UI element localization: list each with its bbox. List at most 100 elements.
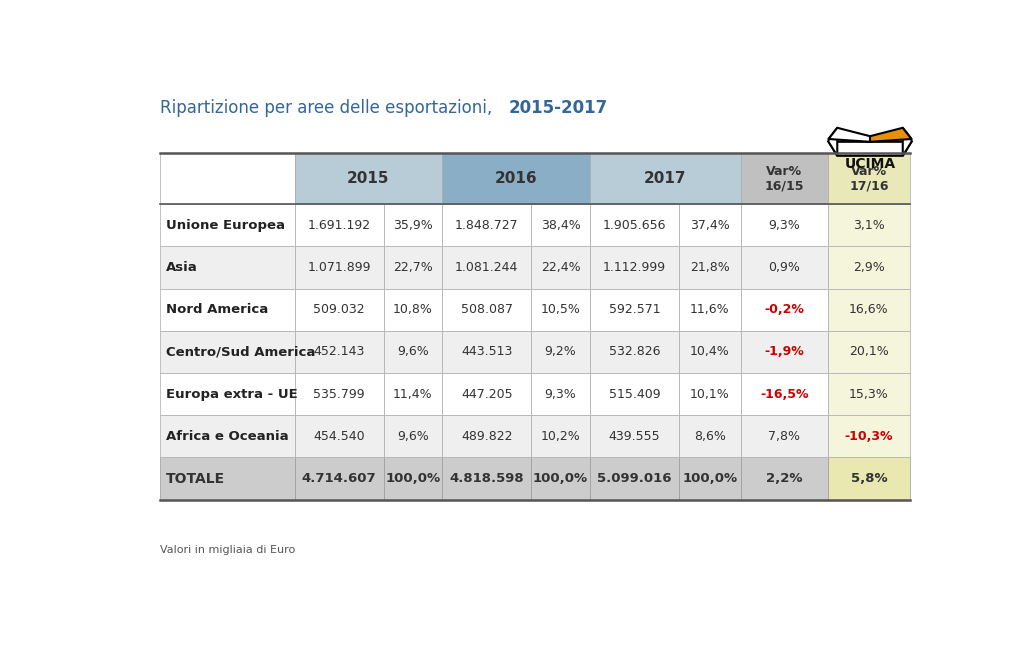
Bar: [740, 373, 828, 415]
Text: 7,8%: 7,8%: [768, 430, 801, 443]
Text: 2015: 2015: [347, 171, 390, 186]
Bar: [828, 204, 909, 247]
Bar: [295, 247, 384, 288]
Text: 447.205: 447.205: [461, 387, 513, 401]
Text: 2017: 2017: [644, 171, 686, 186]
Bar: [531, 204, 590, 247]
Text: 37,4%: 37,4%: [690, 219, 729, 231]
Text: 10,8%: 10,8%: [393, 303, 433, 316]
Bar: [531, 415, 590, 457]
Text: 439.555: 439.555: [608, 430, 660, 443]
Text: 2,9%: 2,9%: [853, 261, 885, 274]
Bar: [160, 247, 295, 288]
Text: 11,6%: 11,6%: [690, 303, 729, 316]
Bar: [740, 153, 828, 204]
Text: -16,5%: -16,5%: [760, 387, 809, 401]
Bar: [160, 330, 295, 373]
Text: 10,2%: 10,2%: [541, 430, 581, 443]
Bar: [442, 373, 531, 415]
Text: 515.409: 515.409: [608, 387, 660, 401]
Bar: [590, 373, 679, 415]
Bar: [384, 288, 442, 330]
Polygon shape: [870, 128, 911, 142]
Text: 35,9%: 35,9%: [393, 219, 433, 231]
Text: 100,0%: 100,0%: [532, 472, 588, 485]
Bar: [384, 330, 442, 373]
Bar: [590, 457, 679, 500]
Bar: [679, 330, 740, 373]
Bar: [679, 247, 740, 288]
Bar: [295, 288, 384, 330]
Text: TOTALE: TOTALE: [166, 471, 225, 486]
Bar: [384, 457, 442, 500]
Text: 508.087: 508.087: [461, 303, 513, 316]
Text: 1.691.192: 1.691.192: [307, 219, 371, 231]
Text: 22,4%: 22,4%: [541, 261, 581, 274]
Text: 8,6%: 8,6%: [694, 430, 726, 443]
Bar: [531, 247, 590, 288]
Bar: [679, 457, 740, 500]
Bar: [384, 204, 442, 247]
Bar: [384, 415, 442, 457]
Text: 3,1%: 3,1%: [853, 219, 885, 231]
Bar: [828, 153, 909, 204]
Bar: [442, 204, 531, 247]
Text: 443.513: 443.513: [461, 346, 512, 358]
Bar: [679, 204, 740, 247]
Bar: [828, 373, 909, 415]
Text: Centro/Sud America: Centro/Sud America: [166, 346, 315, 358]
Text: Ripartizione per aree delle esportazioni,: Ripartizione per aree delle esportazioni…: [160, 100, 498, 118]
Text: 454.540: 454.540: [313, 430, 365, 443]
Text: 38,4%: 38,4%: [541, 219, 581, 231]
Bar: [828, 415, 909, 457]
Text: 592.571: 592.571: [608, 303, 660, 316]
Bar: [740, 457, 828, 500]
Text: 535.799: 535.799: [313, 387, 365, 401]
Text: 9,6%: 9,6%: [397, 430, 429, 443]
Bar: [442, 330, 531, 373]
Text: 2015-2017: 2015-2017: [509, 100, 608, 118]
Bar: [590, 330, 679, 373]
Text: 532.826: 532.826: [608, 346, 660, 358]
Bar: [442, 415, 531, 457]
Bar: [590, 247, 679, 288]
Bar: [531, 288, 590, 330]
Bar: [740, 330, 828, 373]
Text: 4.818.598: 4.818.598: [450, 472, 524, 485]
Bar: [590, 288, 679, 330]
Text: -10,3%: -10,3%: [845, 430, 893, 443]
Bar: [295, 415, 384, 457]
Text: Unione Europea: Unione Europea: [166, 219, 285, 231]
Text: 452.143: 452.143: [313, 346, 365, 358]
Text: 0,9%: 0,9%: [768, 261, 800, 274]
Bar: [590, 415, 679, 457]
Text: 2016: 2016: [495, 171, 538, 186]
Text: 10,4%: 10,4%: [690, 346, 729, 358]
Bar: [679, 373, 740, 415]
Text: 5.099.016: 5.099.016: [597, 472, 672, 485]
Text: 509.032: 509.032: [313, 303, 365, 316]
Text: 10,5%: 10,5%: [541, 303, 581, 316]
Bar: [442, 247, 531, 288]
Text: 21,8%: 21,8%: [690, 261, 729, 274]
Bar: [384, 247, 442, 288]
Bar: [590, 204, 679, 247]
Bar: [442, 457, 531, 500]
Text: Africa e Oceania: Africa e Oceania: [166, 430, 289, 443]
Bar: [740, 288, 828, 330]
Bar: [384, 373, 442, 415]
Bar: [295, 330, 384, 373]
Text: 1.112.999: 1.112.999: [603, 261, 666, 274]
Bar: [740, 204, 828, 247]
Bar: [295, 373, 384, 415]
Text: 9,3%: 9,3%: [768, 219, 800, 231]
Bar: [160, 373, 295, 415]
Text: 4.714.607: 4.714.607: [302, 472, 377, 485]
Text: Var%
16/15: Var% 16/15: [765, 165, 804, 192]
Text: 100,0%: 100,0%: [682, 472, 737, 485]
Text: 11,4%: 11,4%: [393, 387, 433, 401]
Text: -0,2%: -0,2%: [764, 303, 804, 316]
Text: 100,0%: 100,0%: [385, 472, 440, 485]
Bar: [442, 153, 590, 204]
Text: 1.081.244: 1.081.244: [455, 261, 518, 274]
